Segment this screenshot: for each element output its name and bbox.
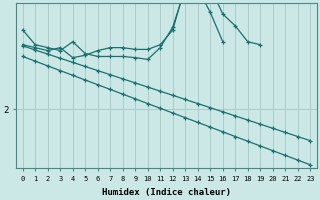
X-axis label: Humidex (Indice chaleur): Humidex (Indice chaleur) — [102, 188, 231, 197]
